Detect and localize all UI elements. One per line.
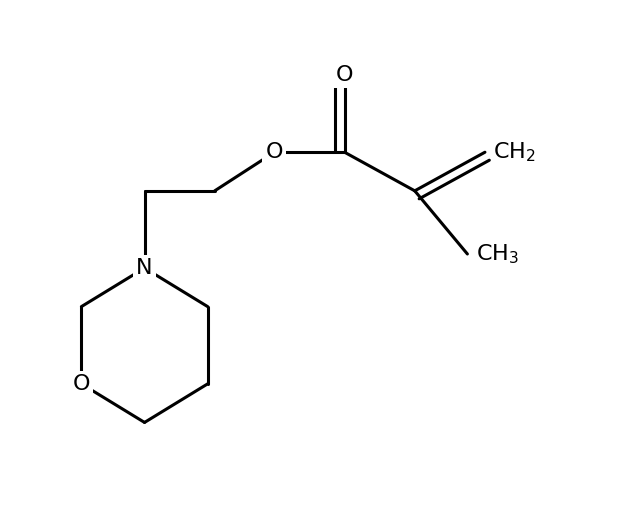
Text: O: O (72, 374, 90, 394)
Text: CH$_2$: CH$_2$ (493, 141, 536, 164)
Text: O: O (266, 142, 283, 162)
Text: CH$_3$: CH$_3$ (476, 242, 519, 266)
Text: N: N (136, 258, 153, 278)
Text: O: O (336, 65, 353, 85)
